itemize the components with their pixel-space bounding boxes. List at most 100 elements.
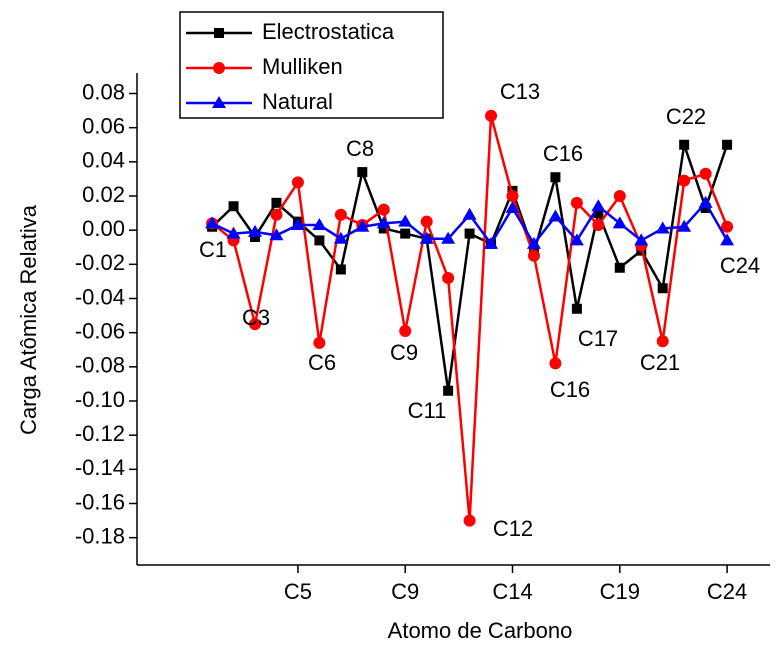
marker	[270, 208, 283, 221]
marker	[400, 228, 411, 239]
marker	[505, 200, 520, 213]
annotation: C17	[578, 326, 618, 351]
marker	[678, 174, 691, 187]
marker	[313, 336, 326, 349]
marker	[420, 215, 433, 228]
legend-label: Natural	[262, 89, 333, 114]
marker	[612, 216, 627, 229]
annotation: C21	[640, 350, 680, 375]
marker	[464, 228, 475, 239]
y-tick-label: -0.16	[75, 489, 125, 514]
legend-label: Electrostatica	[262, 19, 395, 44]
marker	[357, 167, 368, 178]
legend-label: Mulliken	[262, 54, 343, 79]
marker	[335, 264, 346, 275]
annotation: C8	[346, 136, 374, 161]
marker	[570, 196, 583, 209]
marker	[721, 220, 734, 233]
marker	[550, 172, 561, 183]
x-tick-label: C19	[600, 579, 640, 604]
annotation: C3	[242, 305, 270, 330]
annotation: C1	[199, 237, 227, 262]
y-tick-label: 0.02	[82, 182, 125, 207]
marker	[463, 514, 476, 527]
marker	[419, 231, 434, 244]
marker	[527, 249, 540, 262]
marker	[290, 218, 305, 231]
x-tick-label: C5	[284, 579, 312, 604]
annotation: C16	[543, 141, 583, 166]
marker	[314, 235, 325, 246]
marker	[312, 218, 327, 231]
marker	[226, 226, 241, 239]
marker	[248, 224, 263, 237]
y-tick-label: 0.08	[82, 79, 125, 104]
marker	[376, 216, 391, 229]
marker	[485, 109, 498, 122]
marker	[591, 199, 606, 212]
marker	[569, 233, 584, 246]
marker	[677, 219, 692, 232]
marker	[656, 335, 669, 348]
marker	[377, 203, 390, 216]
y-tick-label: 0.04	[82, 148, 125, 173]
marker	[526, 236, 541, 249]
annotation: C22	[666, 104, 706, 129]
x-tick-label: C9	[391, 579, 419, 604]
marker	[269, 228, 284, 241]
marker	[271, 197, 282, 208]
marker	[212, 96, 226, 108]
marker	[228, 201, 239, 212]
y-tick-label: -0.02	[75, 250, 125, 275]
marker	[214, 28, 224, 38]
marker	[291, 176, 304, 189]
annotation: C12	[493, 516, 533, 541]
y-tick-label: 0.00	[82, 216, 125, 241]
y-axis-label: Carga Atômica Relativa	[16, 204, 41, 435]
marker	[506, 190, 519, 202]
y-tick-label: -0.10	[75, 387, 125, 412]
marker	[592, 219, 605, 232]
y-tick-label: -0.06	[75, 318, 125, 343]
y-tick-label: -0.14	[75, 455, 125, 480]
x-axis-label: Atomo de Carbono	[388, 618, 573, 643]
y-tick-label: -0.18	[75, 523, 125, 548]
series-line	[211, 115, 729, 521]
marker	[722, 139, 733, 150]
marker	[593, 208, 604, 219]
marker	[571, 303, 582, 314]
marker	[398, 214, 413, 227]
marker	[549, 357, 562, 370]
x-tick-label: C14	[492, 579, 532, 604]
marker	[698, 195, 713, 208]
annotation: C16	[550, 377, 590, 402]
annotation: C6	[308, 350, 336, 375]
annotation: C11	[408, 398, 447, 423]
marker	[333, 231, 348, 244]
marker	[700, 202, 711, 213]
marker	[378, 223, 389, 234]
marker	[399, 324, 412, 337]
marker	[720, 233, 735, 246]
marker	[441, 231, 456, 244]
marker	[205, 216, 220, 229]
marker	[462, 207, 477, 220]
y-tick-label: -0.08	[75, 353, 125, 378]
annotation: C9	[390, 340, 418, 365]
x-tick-label: C24	[707, 579, 747, 604]
marker	[443, 385, 454, 396]
marker	[634, 233, 649, 246]
marker	[213, 62, 225, 74]
marker	[613, 190, 626, 202]
marker	[657, 283, 668, 294]
marker	[484, 236, 499, 249]
marker	[548, 209, 563, 222]
annotation: C24	[720, 253, 760, 278]
marker	[679, 139, 690, 150]
marker	[614, 262, 625, 273]
marker	[442, 272, 455, 284]
marker	[655, 221, 670, 234]
y-tick-label: -0.12	[75, 421, 125, 446]
annotation: C13	[500, 79, 540, 104]
